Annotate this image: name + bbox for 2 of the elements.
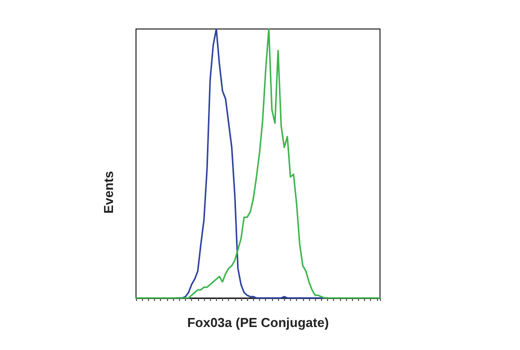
y-axis-title: Events	[101, 170, 116, 214]
x-axis-title: Fox03a (PE Conjugate)	[187, 315, 329, 330]
